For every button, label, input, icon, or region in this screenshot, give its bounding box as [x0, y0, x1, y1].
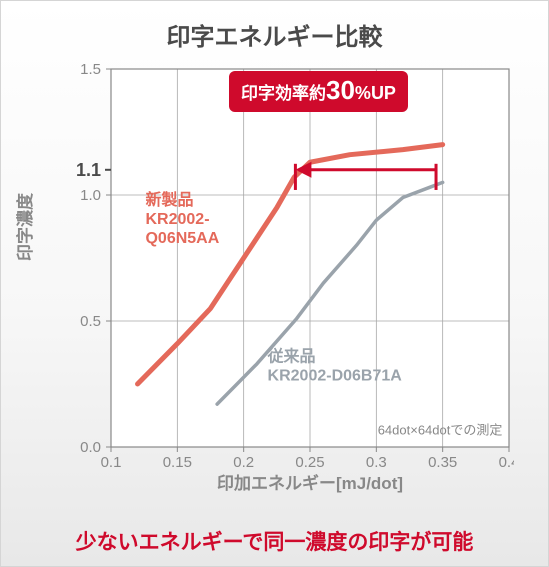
badge-pct: %	[355, 83, 371, 103]
svg-text:0.15: 0.15	[163, 454, 192, 471]
svg-text:印加エネルギー[mJ/dot]: 印加エネルギー[mJ/dot]	[217, 474, 403, 493]
svg-text:Q06N5AA: Q06N5AA	[145, 230, 219, 247]
svg-text:0.0: 0.0	[80, 439, 101, 456]
footer-caption: 少ないエネルギーで同一濃度の印字が可能	[1, 526, 548, 556]
badge-value: 30	[326, 75, 355, 105]
svg-text:0.3: 0.3	[366, 454, 387, 471]
svg-text:従来品: 従来品	[267, 346, 316, 365]
svg-text:新製品: 新製品	[145, 190, 193, 209]
svg-text:0.4: 0.4	[499, 454, 514, 471]
badge-suffix: UP	[371, 83, 396, 103]
chart-card: 印字エネルギー比較 印字濃度 0.10.150.20.250.30.350.40…	[0, 0, 549, 567]
svg-text:KR2002-: KR2002-	[145, 211, 209, 228]
badge-prefix: 印字効率約	[241, 84, 326, 103]
chart-svg: 0.1 0.15 0.2 0.25 0.3 0.35 0.4 0.0 0.5 1.0 1.5 1.1 印…	[49, 59, 514, 494]
efficiency-badge: 印字効率約30%UP	[229, 71, 408, 112]
svg-text:1.1: 1.1	[76, 160, 101, 180]
svg-text:0.2: 0.2	[233, 454, 254, 471]
svg-text:64dot×64dotでの測定: 64dot×64dotでの測定	[378, 422, 503, 437]
svg-text:0.1: 0.1	[101, 454, 122, 471]
svg-text:1.0: 1.0	[80, 187, 101, 204]
svg-text:0.25: 0.25	[295, 454, 324, 471]
svg-text:KR2002-D06B71A: KR2002-D06B71A	[268, 367, 403, 384]
svg-text:1.5: 1.5	[80, 61, 101, 78]
plot-area: 0.1 0.15 0.2 0.25 0.3 0.35 0.4 0.0 0.5 1.0 1.5 1.1 印…	[49, 59, 514, 494]
svg-text:0.5: 0.5	[80, 313, 101, 330]
chart-title: 印字エネルギー比較	[1, 1, 548, 52]
svg-text:0.35: 0.35	[428, 454, 457, 471]
y-axis-label: 印字濃度	[11, 193, 36, 261]
